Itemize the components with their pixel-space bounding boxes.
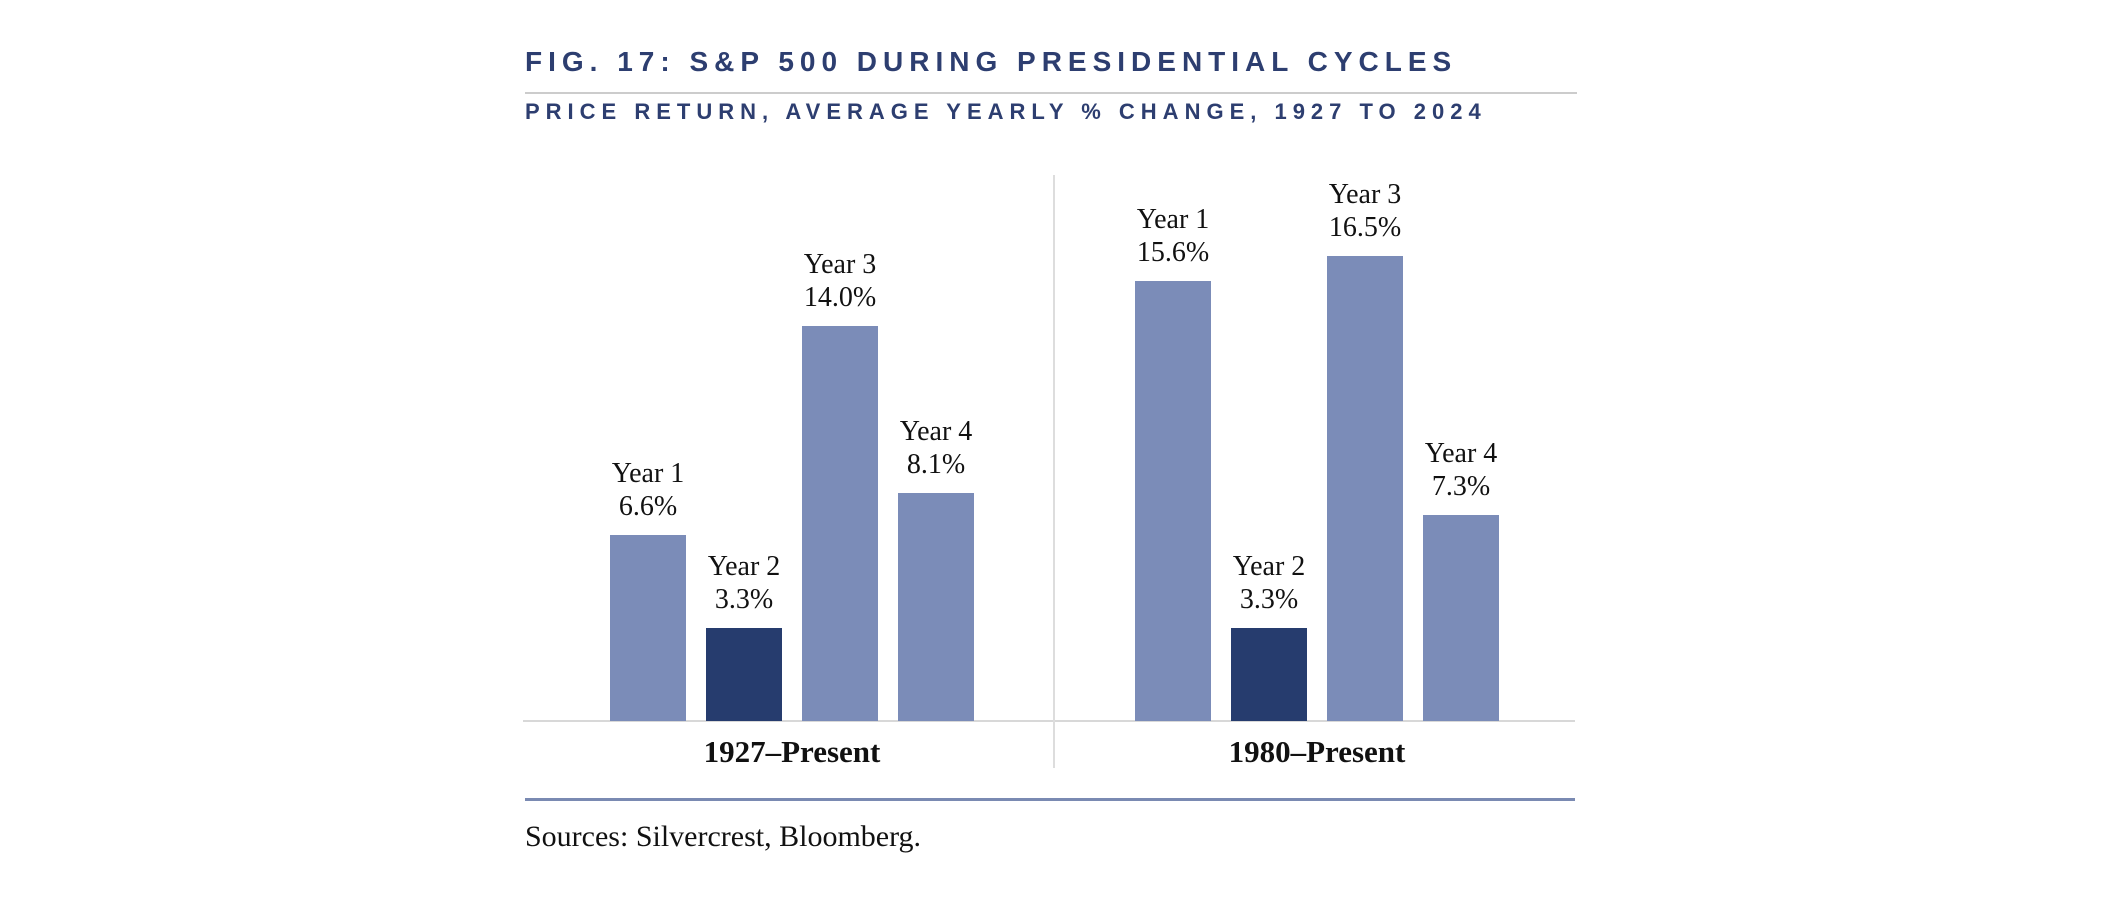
bar-value-text: 7.3% bbox=[1431, 471, 1491, 502]
bar-1927-present-year-1 bbox=[610, 535, 686, 721]
bar-label-1980-present-year-3: Year 3 16.5% bbox=[1275, 178, 1455, 244]
bar-category-text: Year 2 bbox=[1232, 551, 1306, 582]
bar-category-text: Year 4 bbox=[899, 416, 973, 447]
bar-category-text: Year 1 bbox=[611, 458, 685, 489]
bar-label-1980-present-year-2: Year 2 3.3% bbox=[1179, 550, 1359, 616]
bar-label-1927-present-year-1: Year 1 6.6% bbox=[558, 457, 738, 523]
bar-category-text: Year 3 bbox=[1328, 179, 1402, 210]
bar-value-text: 8.1% bbox=[906, 449, 966, 480]
bar-1927-present-year-4 bbox=[898, 493, 974, 721]
footer-divider-line bbox=[525, 798, 1575, 801]
figure-subtitle: PRICE RETURN, AVERAGE YEARLY % CHANGE, 1… bbox=[525, 99, 1487, 124]
group-label-1980-present: 1980–Present bbox=[1228, 734, 1406, 769]
bar-value-text: 6.6% bbox=[618, 491, 678, 522]
bar-value-text: 16.5% bbox=[1328, 212, 1402, 243]
bar-1980-present-year-4 bbox=[1423, 515, 1499, 721]
bar-category-text: Year 3 bbox=[803, 249, 877, 280]
title-divider-line bbox=[525, 92, 1577, 94]
bar-label-1980-present-year-1: Year 1 15.6% bbox=[1083, 203, 1263, 269]
bar-label-1927-present-year-3: Year 3 14.0% bbox=[750, 248, 930, 314]
bar-1980-present-year-2 bbox=[1231, 628, 1307, 721]
bar-label-1927-present-year-4: Year 4 8.1% bbox=[846, 415, 1026, 481]
bar-category-text: Year 1 bbox=[1136, 204, 1210, 235]
bar-value-text: 3.3% bbox=[1239, 584, 1299, 615]
bar-1927-present-year-3 bbox=[802, 326, 878, 721]
bar-value-text: 15.6% bbox=[1136, 237, 1210, 268]
bar-1927-present-year-2 bbox=[706, 628, 782, 721]
group-label-1927-present: 1927–Present bbox=[703, 734, 881, 769]
bar-label-1980-present-year-4: Year 4 7.3% bbox=[1371, 437, 1551, 503]
bar-1980-present-year-3 bbox=[1327, 256, 1403, 721]
figure-title: FIG. 17: S&P 500 DURING PRESIDENTIAL CYC… bbox=[525, 46, 1458, 77]
group-divider-line bbox=[1053, 175, 1055, 768]
x-axis-line bbox=[523, 720, 1575, 722]
bar-chart: Year 1 6.6% Year 2 3.3% Year 3 14.0% Year 4 8.1… bbox=[523, 130, 1575, 769]
bar-value-text: 14.0% bbox=[803, 282, 877, 313]
bar-category-text: Year 2 bbox=[707, 551, 781, 582]
sources-note: Sources: Silvercrest, Bloomberg. bbox=[525, 820, 922, 853]
bar-category-text: Year 4 bbox=[1424, 438, 1498, 469]
bar-label-1927-present-year-2: Year 2 3.3% bbox=[654, 550, 834, 616]
bar-1980-present-year-1 bbox=[1135, 281, 1211, 721]
bar-value-text: 3.3% bbox=[714, 584, 774, 615]
